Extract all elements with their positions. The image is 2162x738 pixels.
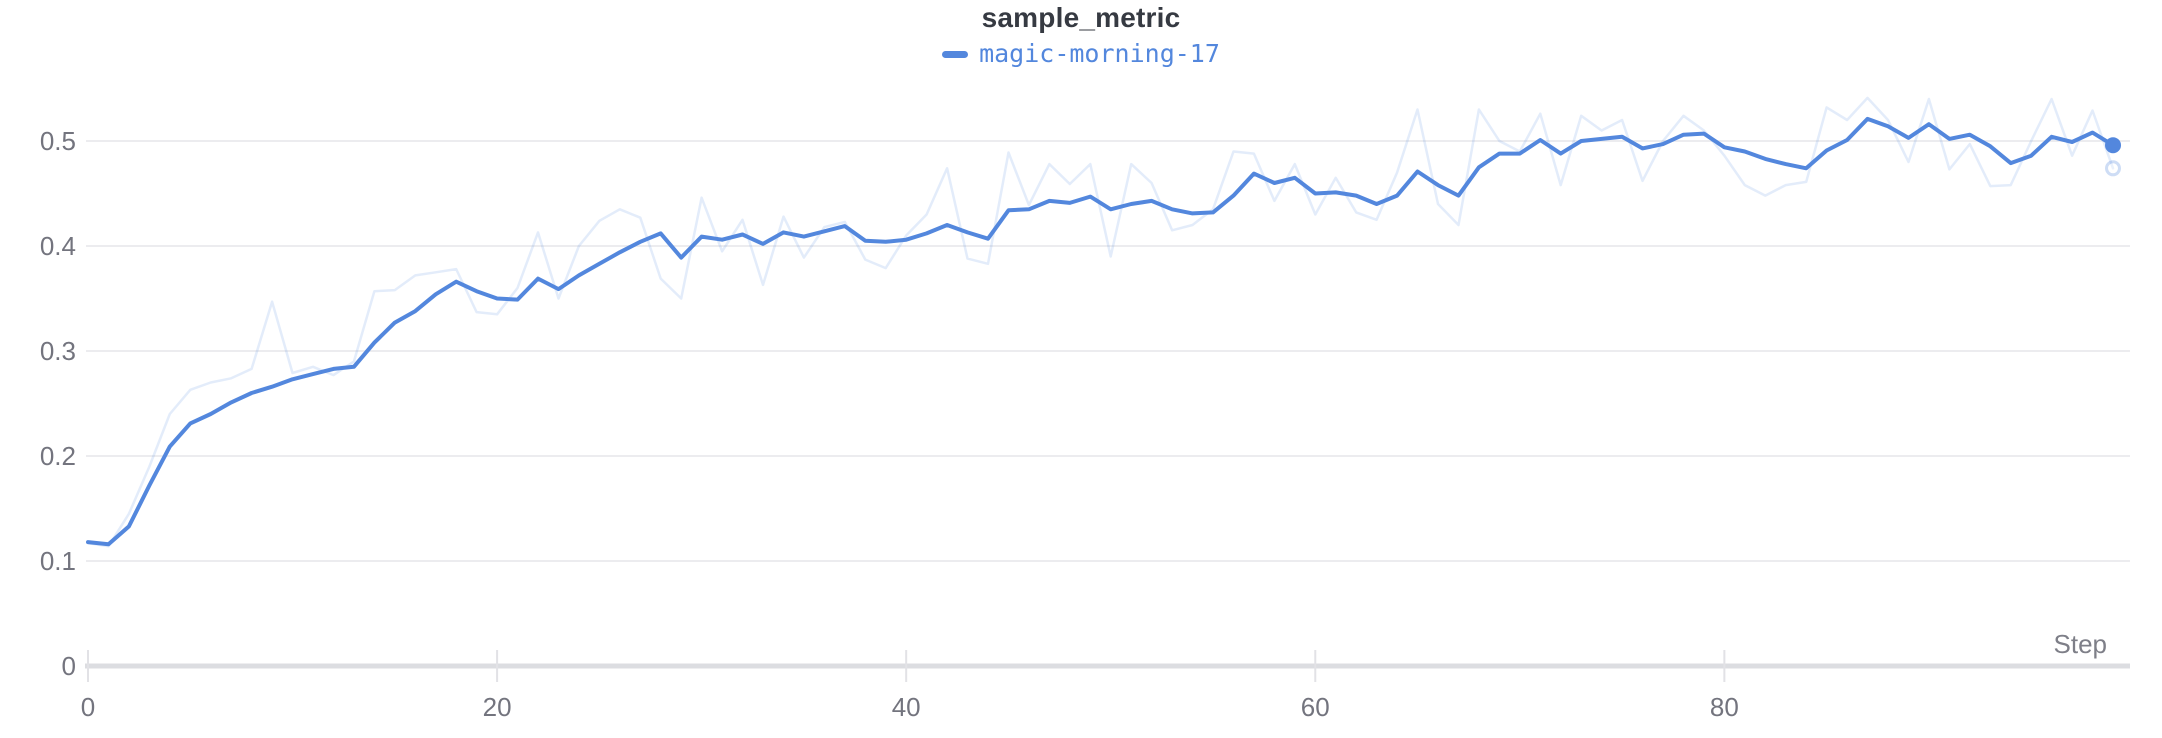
y-tick-label-0.4: 0.4 [40,231,76,261]
x-axis-title: Step [2054,629,2108,659]
x-axis-tick-marks [87,650,1726,682]
y-tick-label-0.2: 0.2 [40,441,76,471]
y-tick-label-0: 0 [62,651,76,681]
x-tick-label-60: 60 [1301,692,1330,722]
smoothed-line-end-marker [2105,137,2121,154]
smoothed-metric-line[interactable] [86,116,2115,547]
legend-run-name: magic-morning-17 [979,39,1220,68]
legend-item-run[interactable]: magic-morning-17 [942,40,1220,68]
gridlines [86,140,2130,562]
raw-metric-line[interactable] [86,96,2115,548]
x-axis-tick-labels: 0 20 40 60 80 [81,692,1739,722]
raw-line-end-marker [2105,160,2121,177]
x-tick-label-20: 20 [483,692,512,722]
x-tick-label-40: 40 [892,692,921,722]
y-tick-label-0.3: 0.3 [40,336,76,366]
chart-title: sample_metric [981,2,1181,33]
legend-swatch-icon [942,50,969,58]
y-axis-tick-labels: 0 0.1 0.2 0.3 0.4 0.5 [40,126,76,681]
x-tick-label-80: 80 [1710,692,1739,722]
y-tick-label-0.5: 0.5 [40,126,76,156]
x-tick-label-0: 0 [81,692,95,722]
chart-legend: magic-morning-17 [0,40,2162,68]
y-tick-label-0.1: 0.1 [40,546,76,576]
